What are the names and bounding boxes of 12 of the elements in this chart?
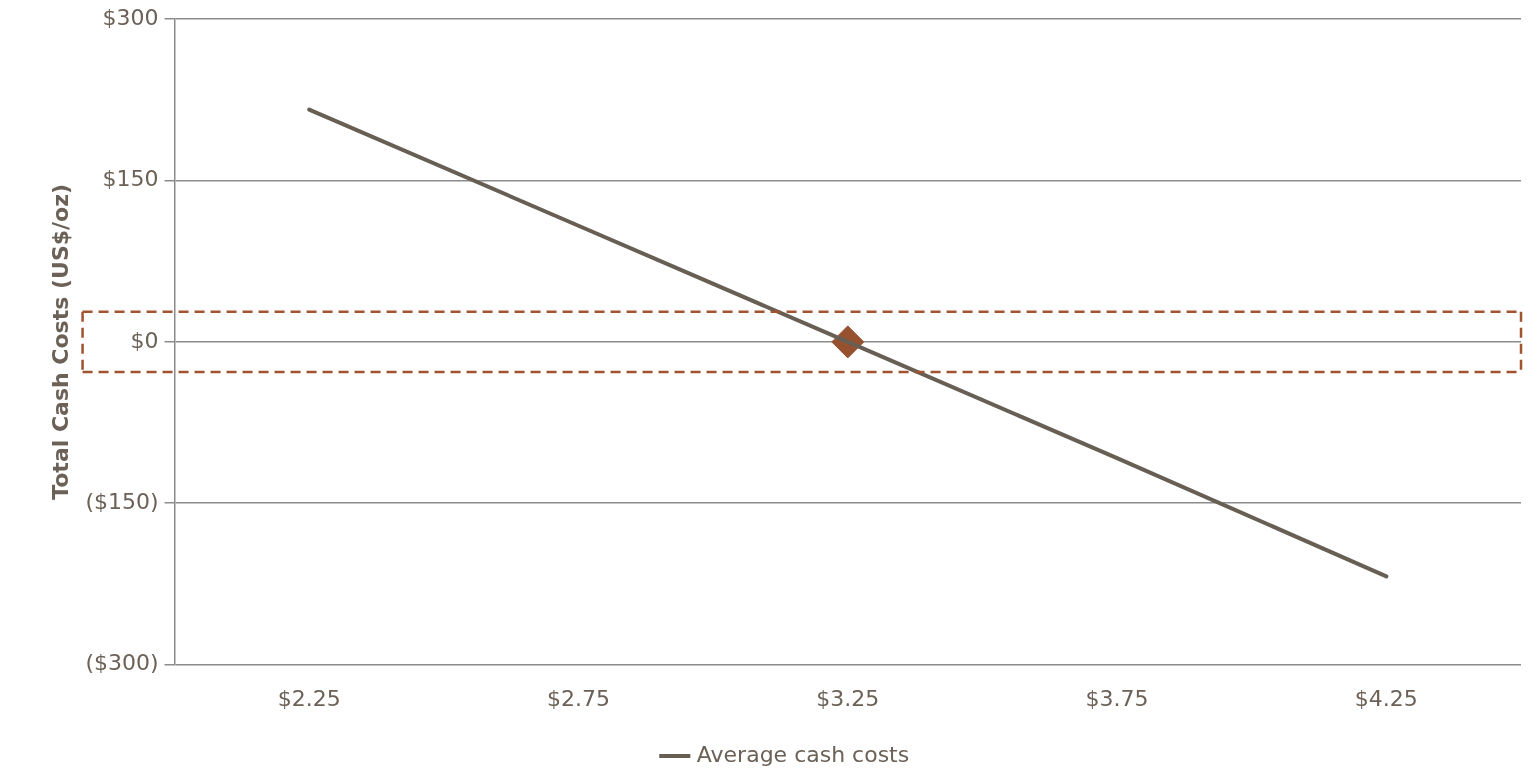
legend-label: Average cash costs: [696, 741, 910, 767]
x-tick-label: $3.75: [1085, 685, 1149, 711]
y-tick-label: ($150): [85, 488, 159, 514]
y-tick-label: $0: [130, 327, 159, 353]
x-tick-label: $2.25: [277, 685, 341, 711]
x-tick-label: $4.25: [1354, 685, 1418, 711]
y-tick-label: $150: [102, 166, 159, 192]
y-tick-label: $300: [102, 4, 159, 30]
x-tick-label: $2.75: [547, 685, 610, 711]
y-axis-title: Total Cash Costs (US$/oz): [47, 183, 73, 500]
x-tick-label: $3.25: [816, 685, 880, 711]
y-tick-label: ($300): [85, 650, 159, 676]
